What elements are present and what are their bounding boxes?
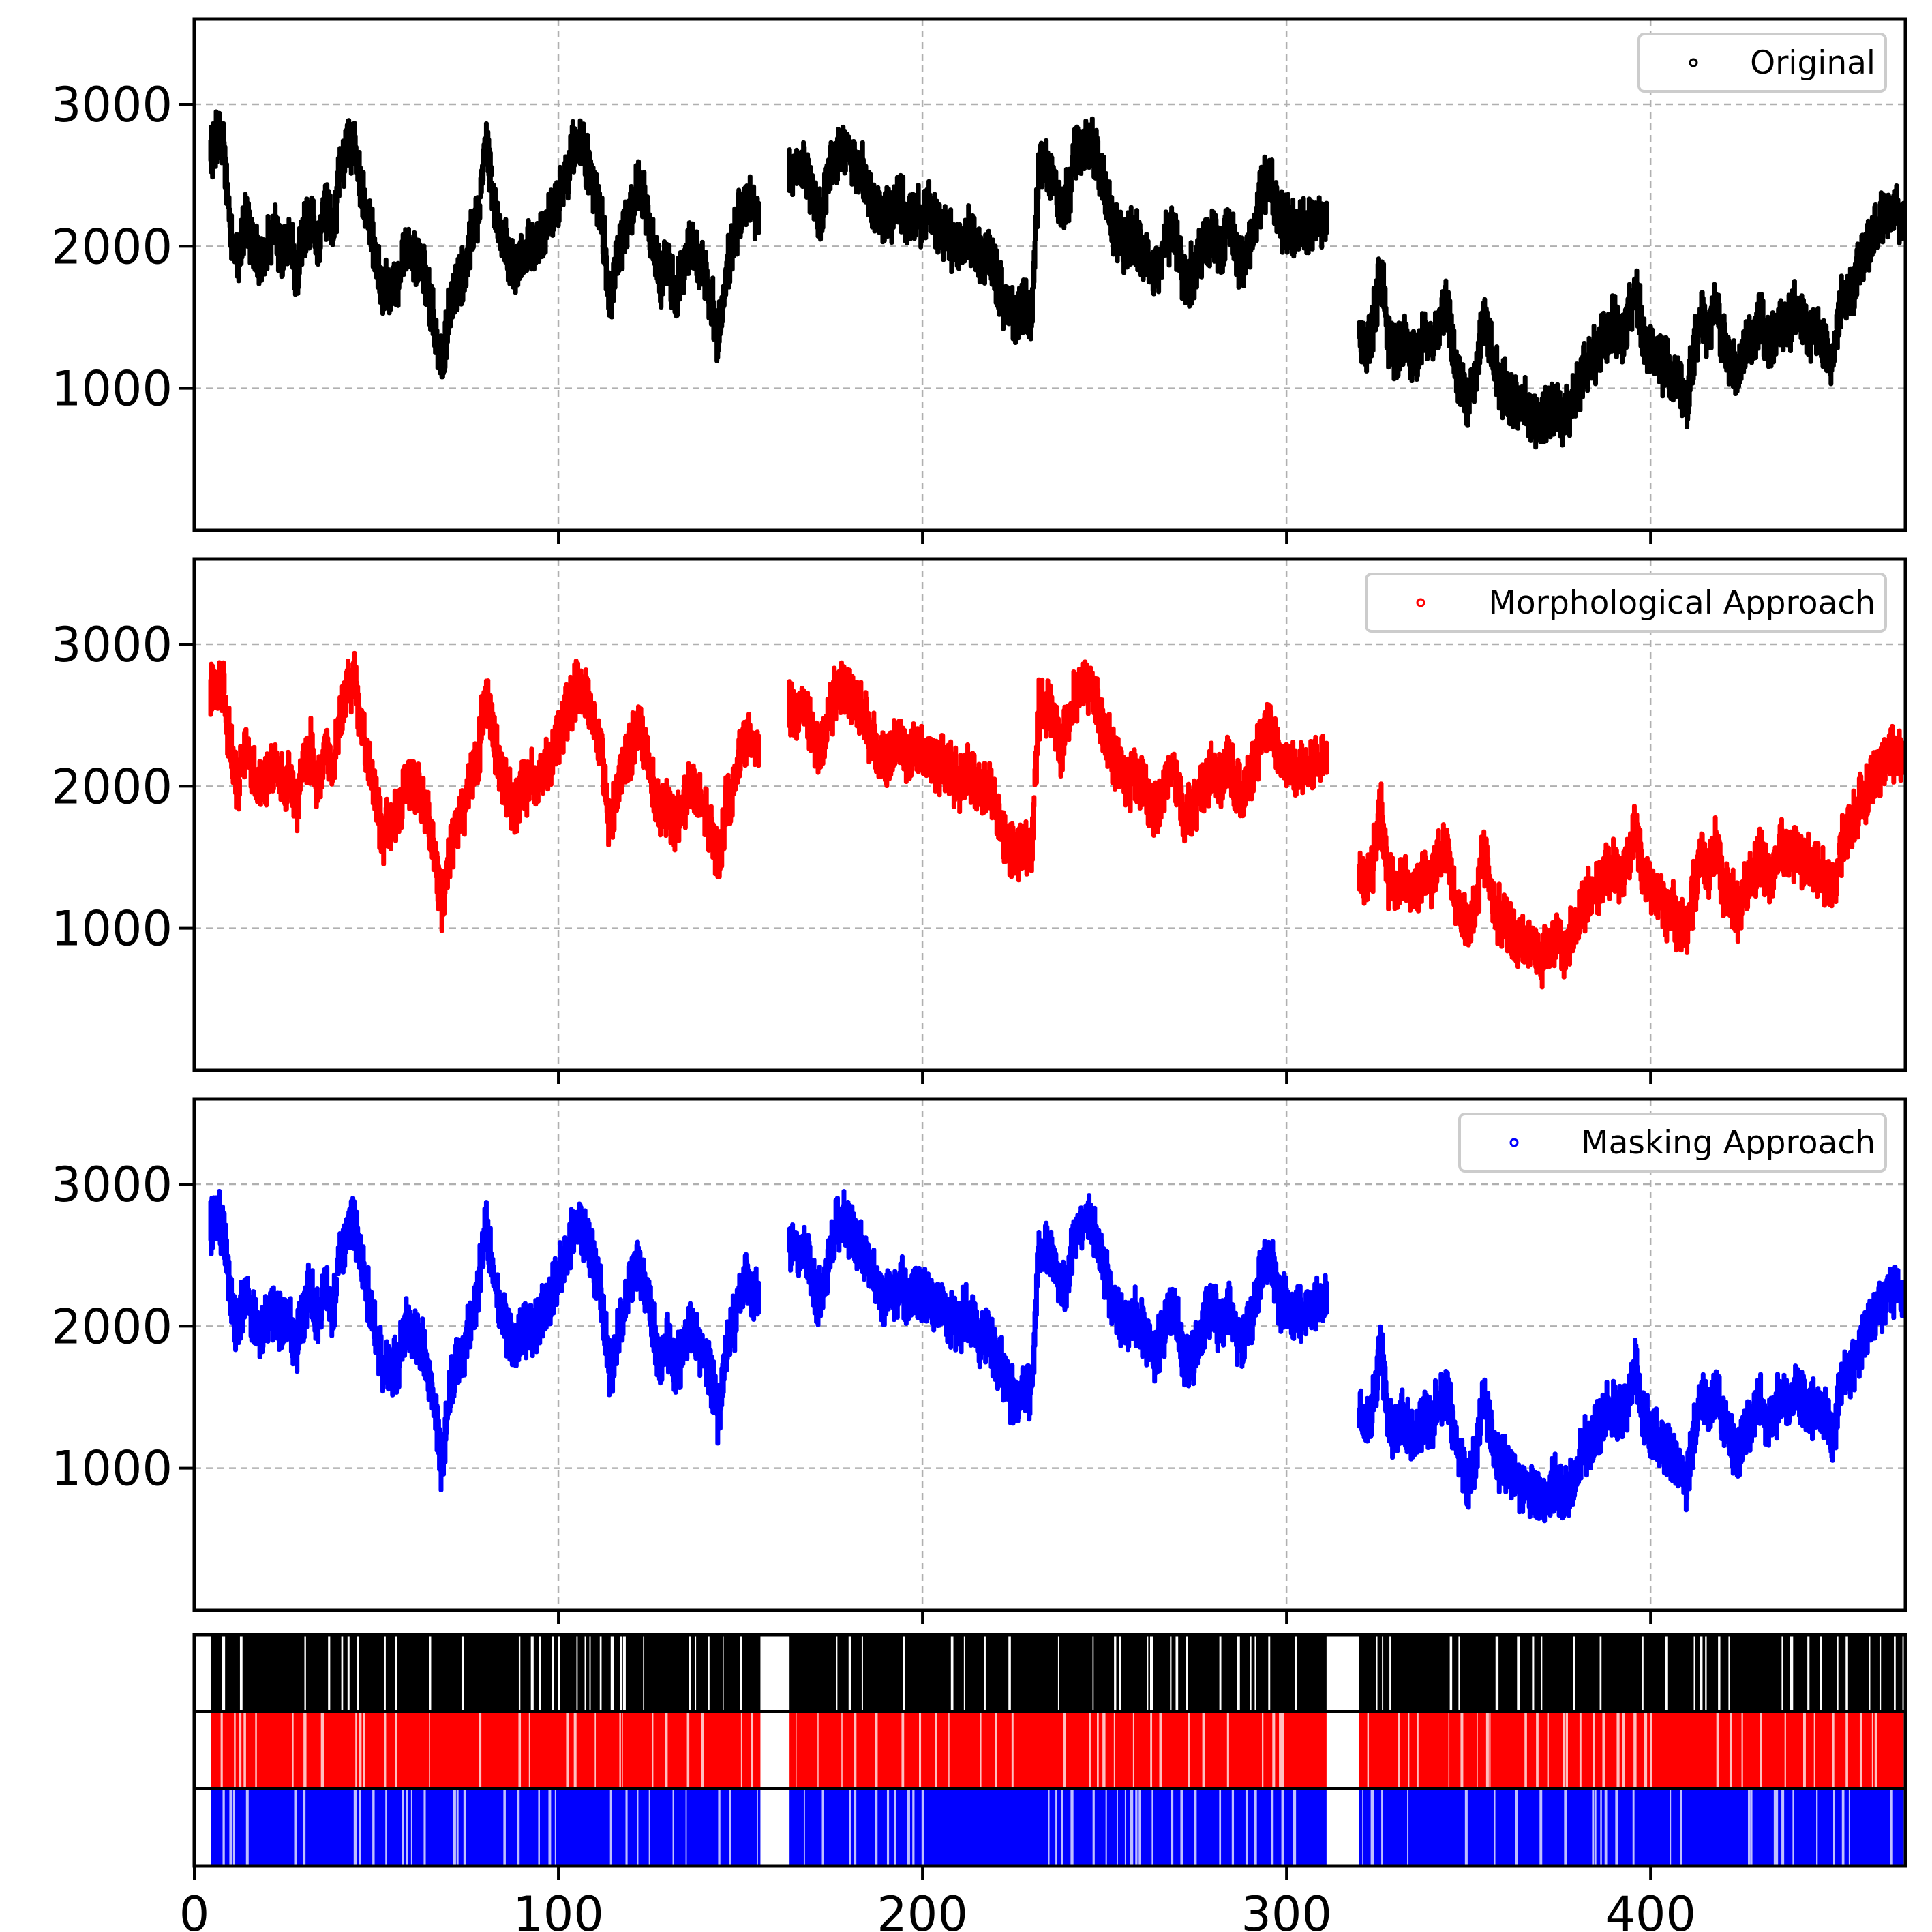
- y-tick-label: 3000: [51, 77, 172, 133]
- legend: Morphological Approach: [1366, 574, 1886, 631]
- legend-label: Original: [1750, 44, 1875, 82]
- data-point: [222, 671, 226, 695]
- axes-frame: [194, 559, 1905, 1070]
- data-point: [756, 201, 761, 235]
- legend-label: Morphological Approach: [1488, 584, 1875, 622]
- data-point: [237, 779, 242, 798]
- data-point: [489, 165, 494, 178]
- data-point: [756, 1281, 761, 1315]
- panel-2: 1000 2000 3000 Morphological Approach: [51, 559, 1906, 1084]
- legend: Original: [1639, 34, 1886, 91]
- y-tick-label: 2000: [51, 1299, 172, 1355]
- y-tick-label: 2000: [51, 759, 172, 815]
- data-point: [601, 737, 605, 760]
- data-point: [1324, 201, 1329, 235]
- y-tick-label: 3000: [51, 1157, 172, 1213]
- data-point: [756, 734, 761, 768]
- y-tick-label: 1000: [51, 361, 172, 417]
- data-point: [1033, 240, 1038, 270]
- y-tick-label: 1000: [51, 901, 172, 957]
- panels: 1000 2000 3000 Original 1000 2000 3000 Morpholo…: [51, 19, 1906, 1624]
- y-tick-label: 3000: [51, 617, 172, 673]
- y-tick-label: 2000: [51, 219, 172, 275]
- data-point: [1031, 795, 1036, 809]
- data-point: [1030, 286, 1035, 324]
- data-point: [334, 1277, 339, 1297]
- data-point: [1324, 741, 1329, 775]
- data-point: [477, 203, 482, 220]
- y-tick-label: 1000: [51, 1441, 172, 1497]
- panel-1: 1000 2000 3000 Original: [51, 19, 1906, 544]
